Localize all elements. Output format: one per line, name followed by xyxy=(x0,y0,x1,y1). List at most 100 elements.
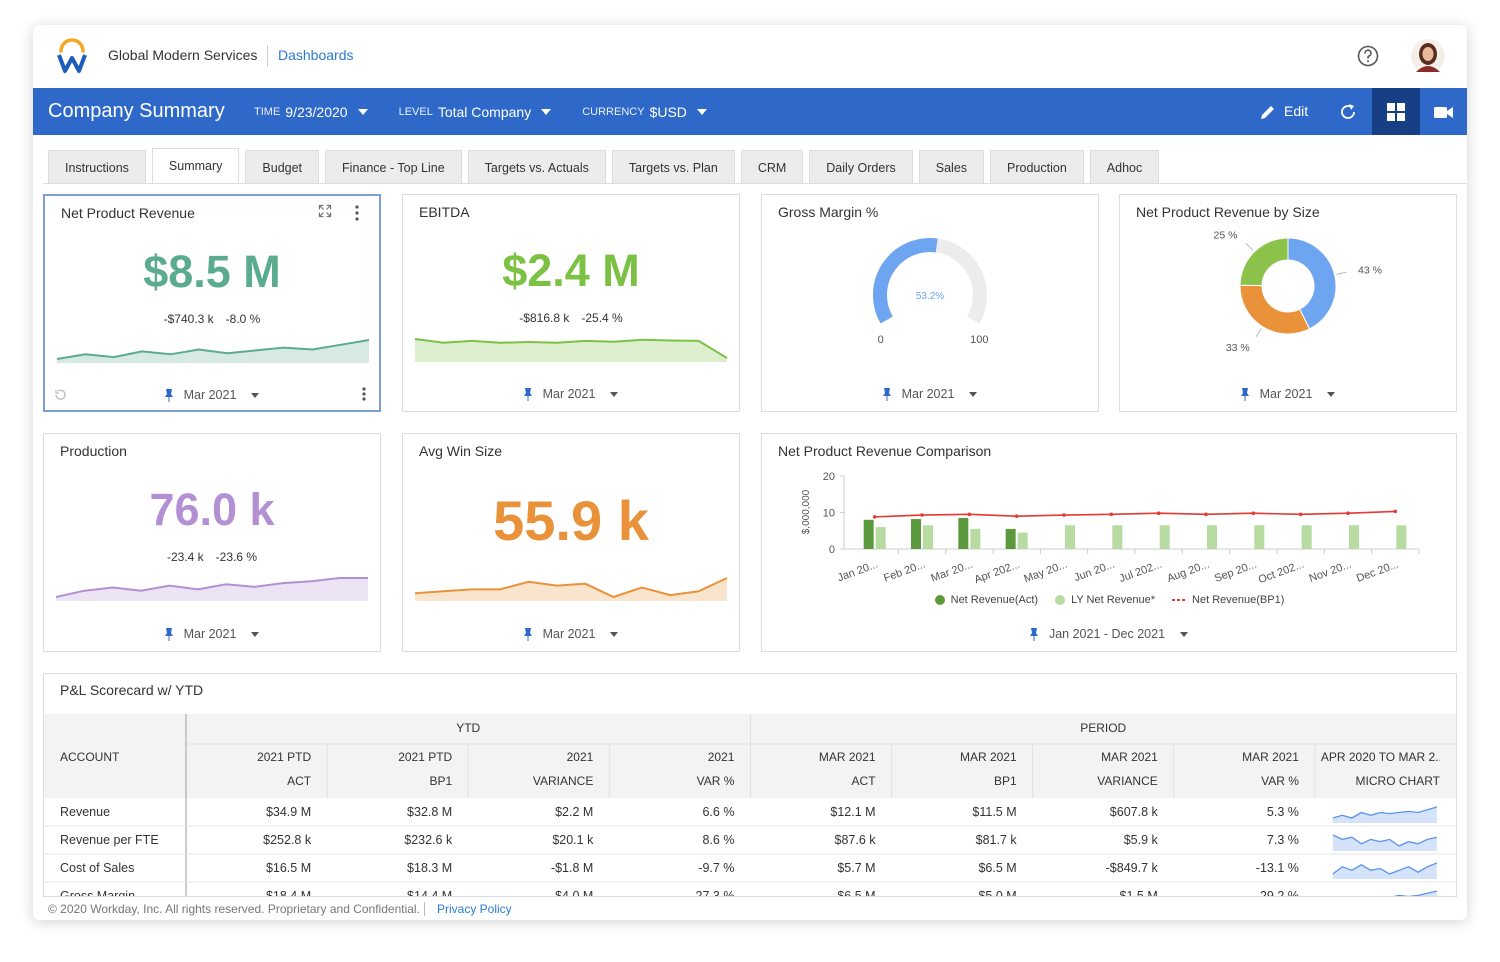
filter[interactable]: CURRENCY$USD xyxy=(582,104,708,120)
card-footer[interactable]: Jan 2021 - Dec 2021 xyxy=(762,627,1456,641)
legend-label: Net Revenue(BP1) xyxy=(1192,594,1284,606)
tab[interactable]: Targets vs. Plan xyxy=(612,150,735,184)
caret-shape xyxy=(610,392,618,397)
column-header: MAR 2021 xyxy=(1039,750,1158,764)
leader-line xyxy=(1246,243,1253,250)
line-point xyxy=(873,515,877,519)
cell-value: $6.5 M xyxy=(898,861,1017,875)
edit-button[interactable]: Edit xyxy=(1284,103,1308,119)
line-point xyxy=(1394,510,1398,514)
filter[interactable]: TIME9/23/2020 xyxy=(254,104,369,120)
leader-line xyxy=(1337,272,1347,274)
expand-icon[interactable] xyxy=(319,205,330,216)
cell-value: $5.7 M xyxy=(756,861,875,875)
grid-icon[interactable] xyxy=(1386,102,1406,122)
help-icon[interactable] xyxy=(1357,45,1379,67)
legend-label: LY Net Revenue* xyxy=(1071,594,1155,606)
bar xyxy=(958,518,968,549)
cell-value: $11.5 M xyxy=(898,805,1017,819)
tab[interactable]: Budget xyxy=(245,150,319,184)
column-header: MAR 2021 xyxy=(898,750,1017,764)
cell-value: $5.0 M xyxy=(898,889,1017,897)
company-name: Global Modern Services xyxy=(108,47,257,63)
bar xyxy=(911,519,921,549)
tab[interactable]: CRM xyxy=(741,150,803,184)
period: Mar 2021 xyxy=(543,387,596,401)
legend-swatch xyxy=(1054,594,1066,606)
avatar[interactable] xyxy=(1410,38,1446,74)
filter[interactable]: LEVELTotal Company xyxy=(399,104,553,120)
filter-label: TIME xyxy=(254,106,280,118)
caret xyxy=(609,391,619,398)
tab[interactable]: Daily Orders xyxy=(809,150,912,184)
pin-icon xyxy=(523,387,533,401)
column-header: MAR 2021 xyxy=(756,750,875,764)
chart xyxy=(403,434,739,651)
line-point xyxy=(1299,513,1303,517)
period: Mar 2021 xyxy=(184,627,237,641)
logo[interactable] xyxy=(56,38,88,74)
column-header: APR 2020 TO MAR 2... xyxy=(1321,750,1440,764)
column-header: 2021 xyxy=(615,750,734,764)
card-footer[interactable]: Mar 2021 xyxy=(45,388,379,402)
period: Mar 2021 xyxy=(1260,387,1313,401)
caret xyxy=(696,108,708,116)
refresh-icon[interactable] xyxy=(1337,101,1359,123)
cell-value: -13.1 % xyxy=(1180,861,1299,875)
cell-value: $32.8 M xyxy=(333,805,452,819)
card-footer[interactable]: Mar 2021 xyxy=(403,387,739,401)
gauge-tick-label: 0 xyxy=(878,334,884,346)
tab[interactable]: Instructions xyxy=(48,150,146,184)
line-point xyxy=(1252,511,1256,515)
scorecard: P&L Scorecard w/ YTDYTDPERIODACCOUNT2021… xyxy=(43,673,1457,897)
kebab-dot xyxy=(362,397,365,400)
x-tick-label: Oct 202... xyxy=(1257,559,1306,587)
legend-item: Net Revenue(Act) xyxy=(934,594,1038,606)
column-header: 2021 xyxy=(474,750,593,764)
cell-value: $12.1 M xyxy=(756,805,875,819)
bar xyxy=(1207,525,1217,549)
card: EBITDA$2.4 M-$816.8 k-25.4 %Mar 2021 xyxy=(402,194,740,412)
account-name: Cost of Sales xyxy=(60,861,134,875)
kebab-icon xyxy=(361,386,367,402)
legend-dot xyxy=(935,595,945,605)
privacy-link[interactable]: Privacy Policy xyxy=(437,902,512,916)
column-header: BP1 xyxy=(333,774,452,788)
cell-value: -$849.7 k xyxy=(1039,861,1158,875)
account-name: Revenue xyxy=(60,805,110,819)
tab[interactable]: Finance - Top Line xyxy=(325,150,462,184)
y-tick-label: 10 xyxy=(823,508,835,520)
card-footer[interactable]: Mar 2021 xyxy=(1120,387,1456,401)
video-icon[interactable] xyxy=(1433,103,1455,121)
caret-shape xyxy=(1327,392,1335,397)
pin-shape xyxy=(524,388,532,401)
bar xyxy=(1112,525,1122,549)
tab[interactable]: Summary xyxy=(152,148,239,184)
card-footer[interactable]: Mar 2021 xyxy=(403,627,739,641)
cell-value: $607.8 k xyxy=(1039,805,1158,819)
tab[interactable]: Production xyxy=(990,150,1084,184)
micro-area xyxy=(1333,807,1437,823)
tab[interactable]: Adhoc xyxy=(1090,150,1159,184)
card-footer[interactable]: Mar 2021 xyxy=(762,387,1098,401)
x-tick-label: Jul 202... xyxy=(1118,559,1164,586)
chart xyxy=(44,434,380,651)
pin-shape xyxy=(1030,628,1038,641)
card: Production76.0 k-23.4 k-23.6 %Mar 2021 xyxy=(43,433,381,652)
column-header: 2021 PTD xyxy=(333,750,452,764)
bar xyxy=(1160,525,1170,549)
card-footer[interactable]: Mar 2021 xyxy=(44,627,380,641)
x-tick-label: Dec 20... xyxy=(1355,559,1400,585)
tab[interactable]: Sales xyxy=(919,150,984,184)
copyright: © 2020 Workday, Inc. All rights reserved… xyxy=(48,902,420,916)
kebab-dot xyxy=(362,387,365,390)
slice-label: 33 % xyxy=(1226,342,1250,354)
edit-icon[interactable] xyxy=(1258,102,1278,122)
line-point xyxy=(1015,514,1019,518)
line-point xyxy=(920,513,924,517)
dashboards-link[interactable]: Dashboards xyxy=(278,47,354,63)
tab[interactable]: Targets vs. Actuals xyxy=(468,150,606,184)
gauge-value xyxy=(880,245,937,320)
cell-value: $34.9 M xyxy=(192,805,311,819)
cell-value: $87.6 k xyxy=(756,833,875,847)
